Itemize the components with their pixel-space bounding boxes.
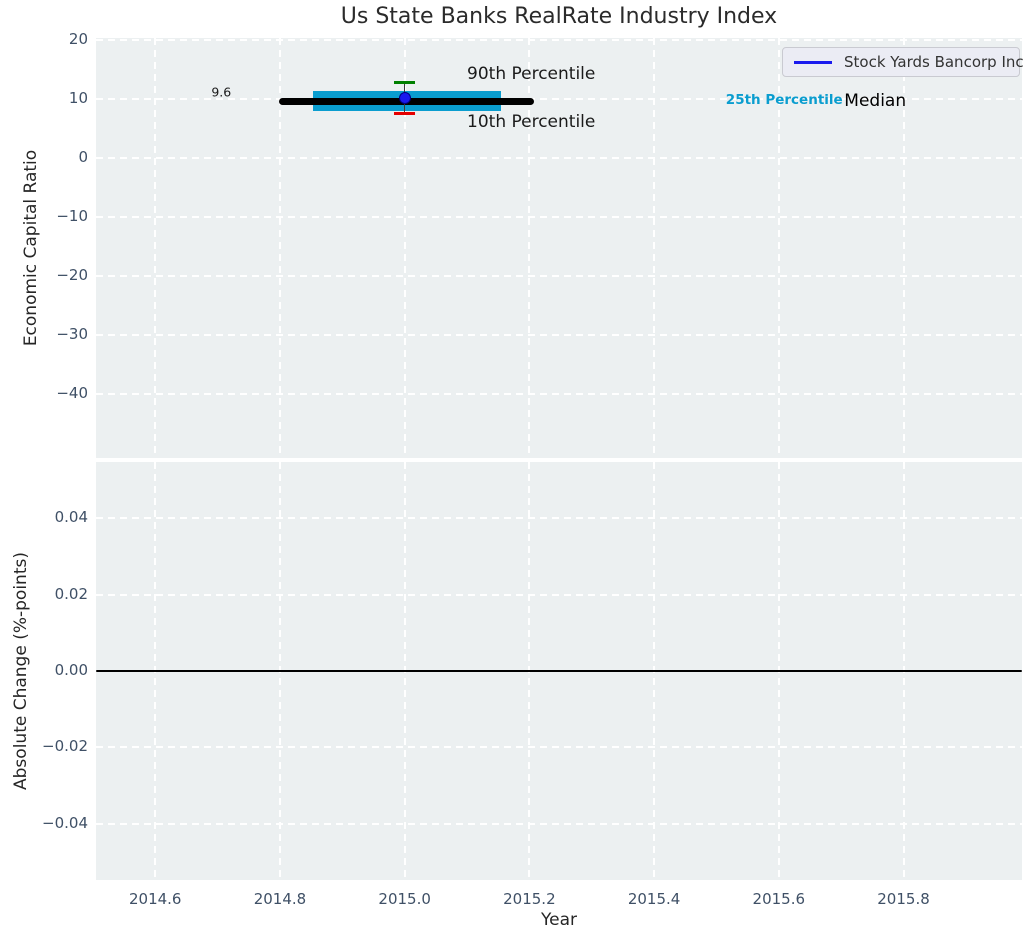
gridline-horizontal [96,97,1022,100]
gridline-horizontal [96,334,1022,337]
x-axis-label: Year [541,910,577,930]
top-plot-area [96,38,1022,458]
y-tick-label: −10 [56,206,88,225]
series-zero-line-mark [96,670,1022,672]
series-10th-90th-percentile-whisker-cap-high-mark [394,81,416,85]
series-stock-yards-bancorp-inc-point-mark [398,92,411,105]
y-tick-label: 0 [78,147,88,166]
x-tick-label: 2014.6 [128,890,182,908]
annotation-25th-percentile: 25th Percentile [725,92,843,109]
gridline-horizontal [96,822,1022,825]
top-y-axis-label: Economic Capital Ratio [21,149,41,347]
y-tick-label: 10 [68,88,88,107]
x-tick-label: 2014.8 [253,890,307,908]
y-tick-label: −40 [56,384,88,403]
annotation-9-6: 9.6 [211,84,232,100]
legend-line-sample-icon [794,60,832,64]
gridline-vertical [154,38,157,458]
y-tick-label: 0.04 [54,508,88,527]
annotation-median: Median [844,91,907,112]
annotation-10th-percentile: 10th Percentile [467,112,596,133]
y-tick-label: −0.04 [42,813,88,832]
gridline-horizontal [96,215,1022,218]
gridline-horizontal [96,38,1022,41]
legend-label: Stock Yards Bancorp Inc [844,53,1024,71]
y-tick-label: −20 [56,266,88,285]
gridline-vertical [653,38,656,458]
gridline-vertical [777,38,780,458]
annotation-90th-percentile: 90th Percentile [467,64,596,85]
y-tick-label: 0.00 [54,661,88,679]
legend-box: Stock Yards Bancorp Inc [782,47,1024,77]
gridline-horizontal [96,746,1022,749]
x-tick-label: 2015.2 [503,890,556,908]
y-tick-label: −30 [56,325,88,344]
gridline-vertical [528,38,531,458]
gridline-horizontal [96,517,1022,520]
gridline-vertical [902,38,905,458]
x-tick-label: 2015.4 [627,890,681,908]
chart-title: Us State Banks RealRate Industry Index [340,4,778,29]
gridline-horizontal [96,593,1022,596]
x-tick-label: 2015.0 [378,890,431,908]
series-10th-90th-percentile-whisker-cap-low-mark [394,112,416,116]
gridline-horizontal [96,393,1022,396]
gridline-horizontal [96,275,1022,278]
x-tick-label: 2015.8 [877,890,930,908]
y-tick-label: −0.02 [42,737,88,756]
gridline-vertical [278,38,281,458]
gridline-horizontal [96,156,1022,159]
y-tick-label: 20 [68,29,88,48]
y-tick-label: 0.02 [54,584,88,603]
x-tick-label: 2015.6 [752,890,806,908]
gridline-vertical [403,38,406,458]
